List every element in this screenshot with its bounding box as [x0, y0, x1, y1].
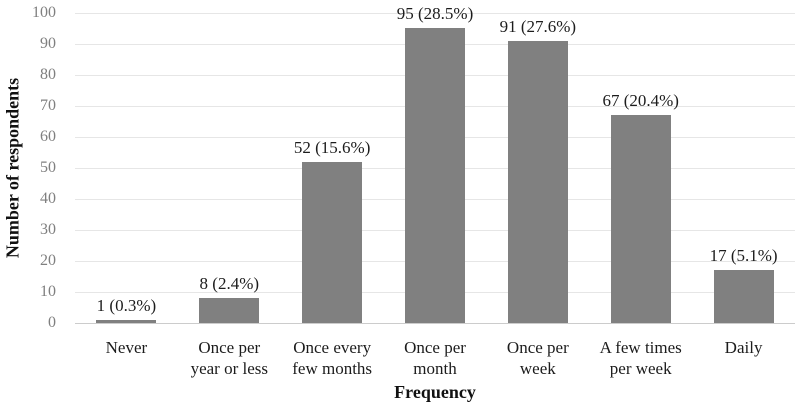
x-category-label-line: Once per — [198, 338, 261, 357]
bar — [508, 41, 568, 323]
x-category-label-line: few months — [292, 359, 373, 378]
bar-value-label: 67 (20.4%) — [602, 91, 679, 110]
x-category-label: Daily — [683, 337, 800, 358]
x-category-label: Once per year or less — [168, 337, 290, 379]
gridline — [75, 12, 795, 14]
y-tick-label: 30 — [40, 221, 56, 238]
x-category-label-line: Once every — [293, 338, 372, 357]
bar — [714, 270, 774, 323]
y-tick-label: 0 — [48, 314, 56, 331]
bar-value-label: 17 (5.1%) — [709, 246, 778, 265]
bar-value-label: 1 (0.3%) — [96, 296, 157, 315]
bar — [199, 298, 259, 323]
y-tick-label: 60 — [40, 128, 56, 145]
x-category-label-line: week — [519, 359, 556, 378]
x-category-label: Once per month — [374, 337, 496, 379]
x-category-label: Never — [65, 337, 187, 358]
x-category-label-line: Once per — [506, 338, 569, 357]
bar-value-label: 52 (15.6%) — [293, 138, 371, 157]
bar — [405, 28, 465, 323]
bar-value-label: 91 (27.6%) — [499, 17, 577, 36]
bar — [96, 320, 156, 323]
x-category-label-line: year or less — [190, 359, 268, 378]
y-tick-label: 40 — [40, 190, 56, 207]
y-tick-label: 90 — [40, 35, 56, 52]
y-tick-label: 70 — [40, 97, 56, 114]
x-category-label-line: Daily — [724, 338, 763, 357]
y-tick-label: 10 — [40, 283, 56, 300]
x-axis-line — [75, 322, 795, 324]
y-tick-label: 50 — [40, 159, 56, 176]
x-category-label-line: Never — [105, 338, 148, 357]
bar — [302, 162, 362, 323]
bar-value-label: 8 (2.4%) — [199, 274, 260, 293]
x-category-label-line: Once per — [404, 338, 466, 357]
bar — [611, 115, 671, 323]
x-category-label-line: per week — [609, 359, 672, 378]
y-tick-label: 20 — [40, 252, 56, 269]
x-category-label-line: month — [413, 359, 457, 378]
x-category-label: Once per week — [477, 337, 599, 379]
x-category-label: Once every few months — [271, 337, 393, 379]
y-tick-label: 80 — [40, 66, 56, 83]
x-category-label: A few times per week — [580, 337, 702, 379]
bar-value-label: 95 (28.5%) — [396, 4, 474, 23]
x-axis-title: Frequency — [394, 382, 476, 402]
y-tick-label: 100 — [32, 4, 56, 21]
x-category-label-line: A few times — [599, 338, 682, 357]
